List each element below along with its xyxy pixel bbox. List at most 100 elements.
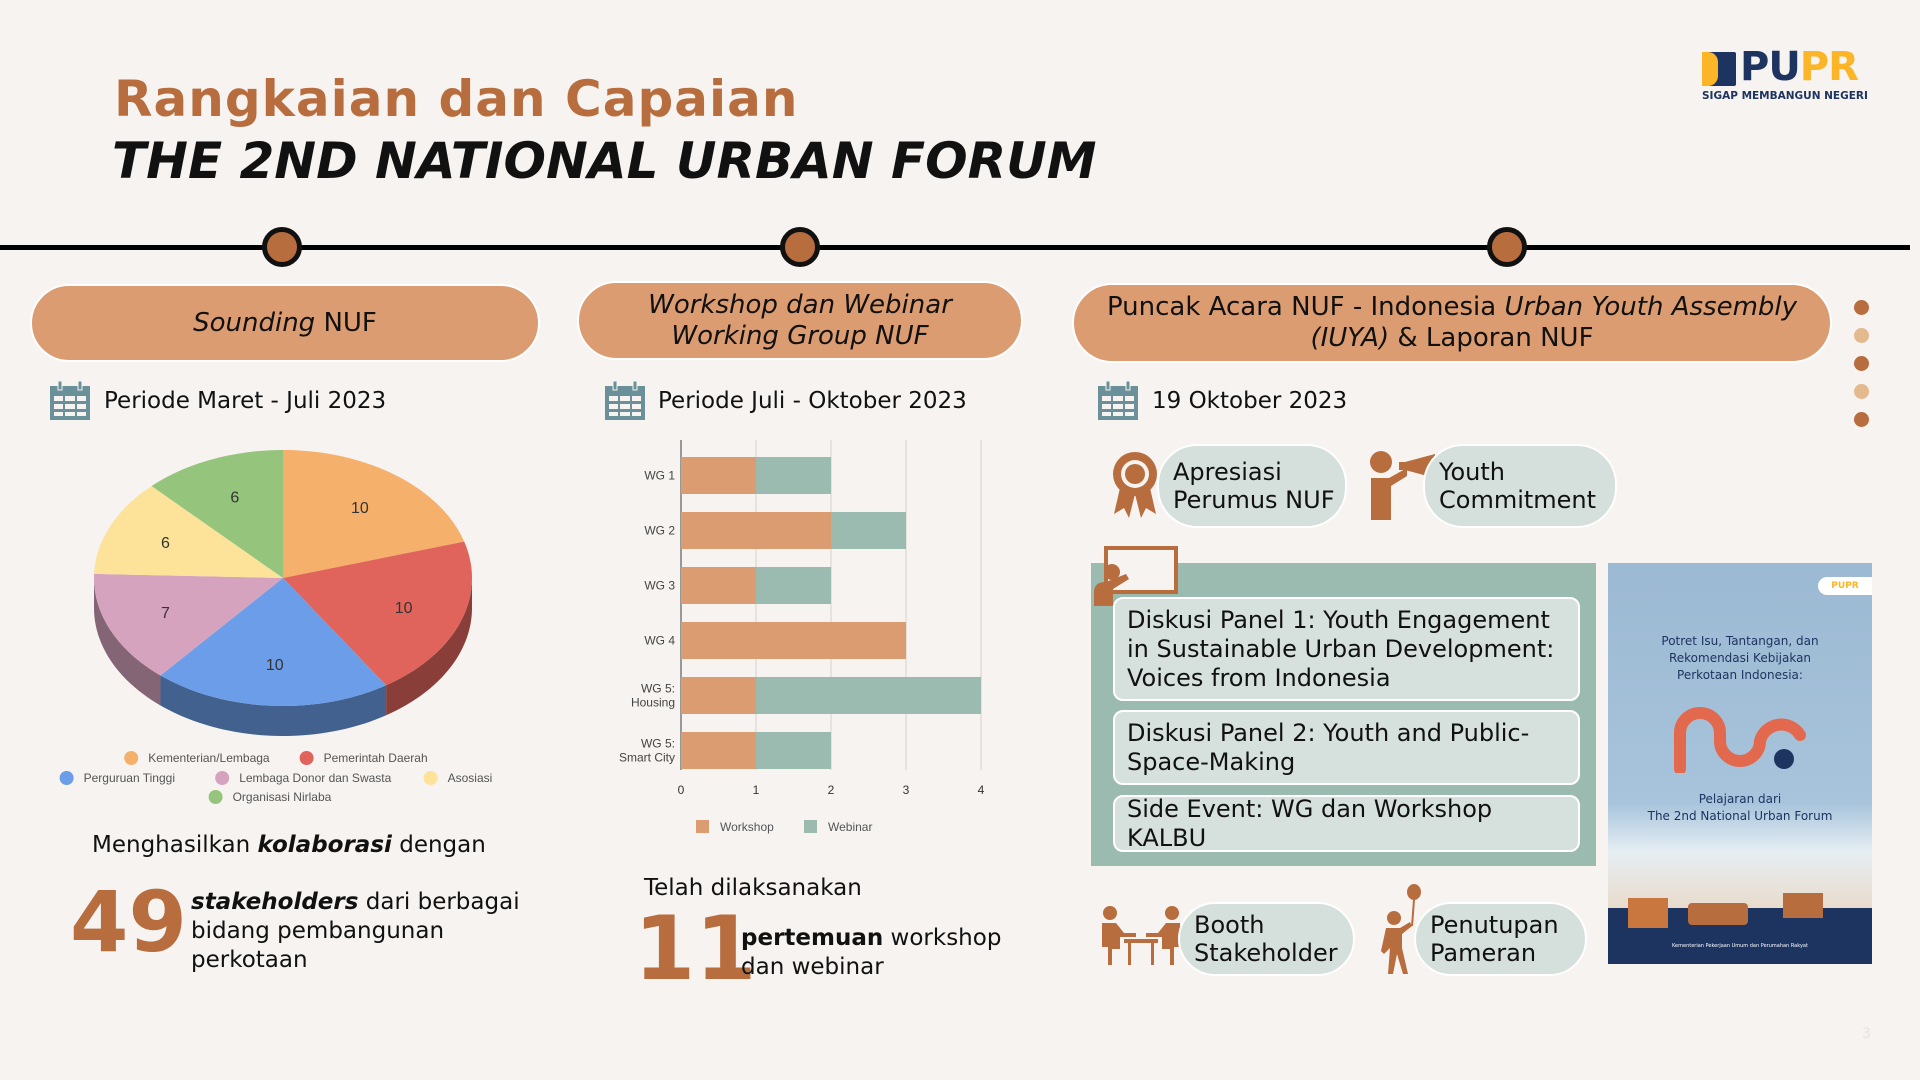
pie-data-label: 10 bbox=[266, 657, 284, 674]
pie-data-label: 7 bbox=[161, 605, 170, 622]
text: Booth bbox=[1194, 911, 1265, 939]
period-label: Periode Maret - Juli 2023 bbox=[104, 388, 387, 414]
timeline-dot bbox=[1487, 227, 1527, 267]
y-category-label: Smart City bbox=[619, 751, 675, 765]
legend-swatch bbox=[423, 771, 438, 785]
meetings-lead: Telah dilaksanakan bbox=[644, 875, 862, 901]
bar-workshop bbox=[681, 732, 756, 769]
decor-dot bbox=[1854, 384, 1869, 399]
stage-puncak-header: Puncak Acara NUF - Indonesia Urban Youth… bbox=[1072, 283, 1832, 363]
calendar-icon bbox=[605, 380, 645, 420]
text: bidang pembangunan bbox=[191, 918, 445, 944]
x-tick-label: 3 bbox=[903, 783, 910, 797]
y-category-label: WG 3 bbox=[644, 579, 675, 593]
text: workshop bbox=[883, 925, 1002, 951]
text: perkotaan bbox=[191, 947, 308, 973]
legend-label: Webinar bbox=[828, 820, 872, 834]
bar-workshop bbox=[681, 567, 756, 604]
page-subtitle: THE 2ND NATIONAL URBAN FORUM bbox=[112, 132, 1097, 190]
legend-swatch bbox=[299, 751, 314, 765]
legend-label: Kementerian/Lembaga bbox=[148, 751, 270, 765]
pie-slice-kementerian-lembaga bbox=[283, 450, 465, 578]
period-label: 19 Oktober 2023 bbox=[1152, 388, 1348, 414]
stage-title: Puncak Acara NUF - Indonesia bbox=[1106, 292, 1505, 322]
bar-workshop bbox=[681, 512, 831, 549]
text: Pelajaran dari bbox=[1698, 792, 1782, 806]
event-booth-stakeholder: Booth Stakeholder bbox=[1178, 902, 1355, 976]
legend-label: Lembaga Donor dan Swasta bbox=[239, 771, 391, 785]
report-title: Potret Isu, Tantangan, dan Rekomendasi K… bbox=[1661, 634, 1819, 682]
legend-swatch bbox=[804, 820, 817, 833]
legend-label: Pemerintah Daerah bbox=[324, 751, 428, 765]
report-subtitle: Pelajaran dari The 2nd National Urban For… bbox=[1618, 791, 1862, 825]
y-category-label: WG 1 bbox=[644, 469, 675, 483]
event-youth-commitment: Youth Commitment bbox=[1423, 444, 1617, 528]
report-logo: PUPR bbox=[1818, 577, 1872, 595]
x-tick-label: 4 bbox=[978, 783, 985, 797]
decor-dot bbox=[1854, 412, 1869, 427]
timeline-dot bbox=[780, 227, 820, 267]
pie-data-label: 6 bbox=[161, 535, 170, 552]
text: dari berbagai bbox=[358, 889, 520, 915]
collaboration-lead: Menghasilkan kolaborasi dengan bbox=[92, 831, 486, 860]
report-footer: Kementerian Pekerjaan Umum dan Perumahan… bbox=[1672, 943, 1808, 949]
text: Youth bbox=[1439, 458, 1505, 486]
legend-label: Asosiasi bbox=[448, 771, 493, 785]
balloon-person-icon bbox=[1381, 884, 1421, 974]
pie-slice-side bbox=[386, 578, 472, 716]
pie-data-label: 10 bbox=[395, 600, 413, 617]
x-tick-label: 0 bbox=[678, 783, 685, 797]
stakeholder-count: 49 bbox=[70, 873, 187, 971]
decor-dot bbox=[1854, 356, 1869, 371]
nuf-logo-icon bbox=[1674, 707, 1806, 773]
report-illustration bbox=[1688, 903, 1748, 925]
text: Pameran bbox=[1430, 939, 1537, 967]
stage-title: Working Group NUF bbox=[671, 320, 929, 351]
stage-title: & Laporan NUF bbox=[1389, 323, 1594, 353]
legend-label: Workshop bbox=[720, 820, 774, 834]
text: dan webinar bbox=[741, 954, 884, 980]
legend-swatch bbox=[124, 751, 139, 765]
text: Commitment bbox=[1439, 486, 1597, 514]
period-label: Periode Juli - Oktober 2023 bbox=[658, 388, 967, 414]
nuf-report-cover: PUPR Potret Isu, Tantangan, dan Rekomend… bbox=[1608, 563, 1872, 964]
legend-label: Perguruan Tinggi bbox=[84, 771, 175, 785]
bar-workshop bbox=[681, 622, 906, 659]
pupr-logo: PUPR SIGAP MEMBANGUN NEGERI bbox=[1702, 44, 1884, 108]
legend-swatch bbox=[696, 820, 709, 833]
decor-dot bbox=[1854, 300, 1869, 315]
bar-webinar bbox=[756, 567, 831, 604]
logo-text: PU bbox=[1740, 44, 1801, 90]
pie-slice-lembaga-donor-dan-swasta bbox=[94, 573, 283, 676]
meetings-desc: pertemuan workshop dan webinar bbox=[741, 924, 1001, 982]
stage-workshop-header: Workshop dan Webinar Working Group NUF bbox=[577, 281, 1023, 360]
text: dengan bbox=[391, 832, 486, 858]
stakeholder-desc: stakeholders dari berbagai bidang pembang… bbox=[191, 888, 520, 975]
pie-slice-side bbox=[94, 578, 161, 706]
panel-item-1: Diskusi Panel 1: Youth Engagement in Sus… bbox=[1113, 597, 1580, 701]
text: Apresiasi bbox=[1173, 458, 1282, 486]
legend-swatch bbox=[59, 771, 74, 785]
pie-slice-asosiasi bbox=[94, 486, 283, 578]
text: Penutupan bbox=[1430, 911, 1559, 939]
page-title: Rangkaian dan Capaian bbox=[114, 70, 799, 128]
timeline-dot bbox=[262, 227, 302, 267]
booth-meeting-icon bbox=[1102, 906, 1180, 965]
bar-webinar bbox=[756, 732, 831, 769]
calendar-icon bbox=[50, 380, 90, 420]
award-medal-icon bbox=[1113, 452, 1157, 518]
event-apresiasi: Apresiasi Perumus NUF bbox=[1157, 444, 1347, 528]
stakeholder-pie-chart: 10 10 10 7 6 6 Kementerian/Lembaga Pemerintah D… bbox=[59, 450, 493, 804]
y-category-label: WG 4 bbox=[644, 634, 675, 648]
meetings-count: 11 bbox=[634, 897, 757, 1000]
legend-swatch bbox=[208, 790, 223, 804]
logo-tagline: SIGAP MEMBANGUN NEGERI bbox=[1702, 90, 1868, 102]
stage-title: Urban Youth Assembly bbox=[1504, 292, 1798, 322]
legend-swatch bbox=[215, 771, 230, 785]
timeline bbox=[0, 245, 1910, 250]
pie-data-label: 6 bbox=[230, 489, 239, 506]
bar-workshop bbox=[681, 457, 756, 494]
page-number: 3 bbox=[1862, 1026, 1871, 1042]
bar-webinar bbox=[756, 457, 831, 494]
